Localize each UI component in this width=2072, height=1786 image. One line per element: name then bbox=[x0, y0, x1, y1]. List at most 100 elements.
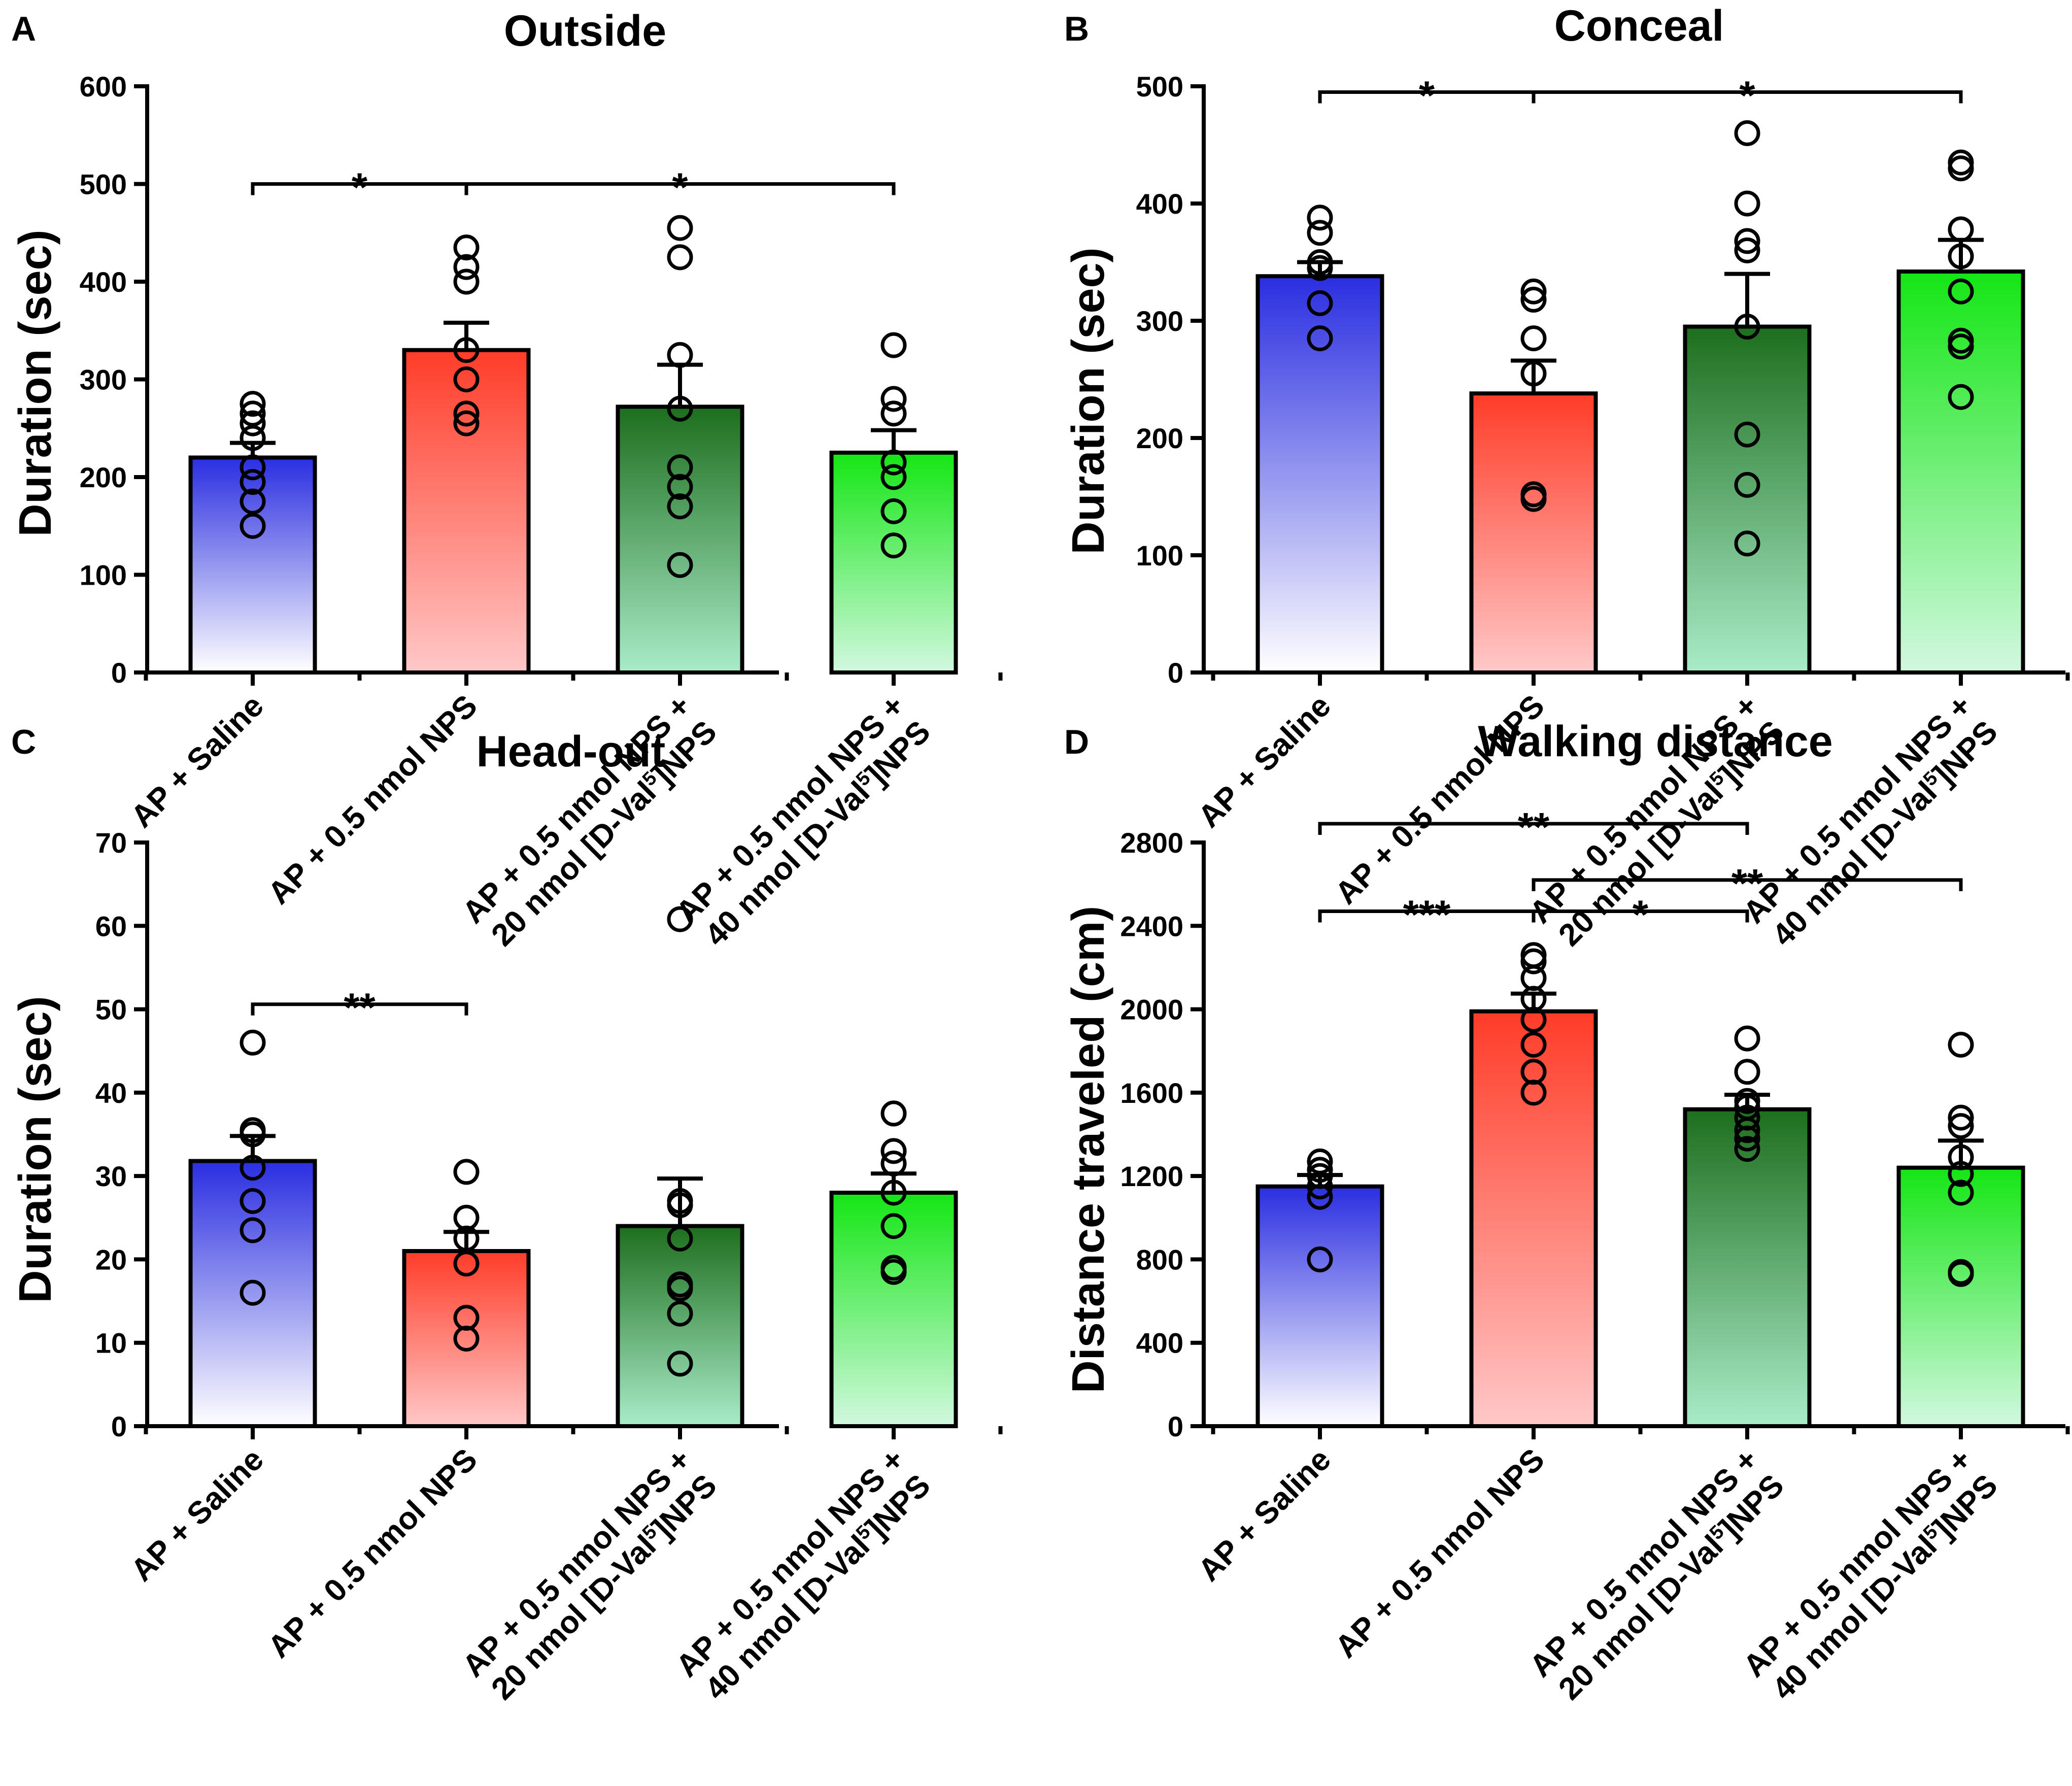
y-tick-label: 50 bbox=[95, 994, 127, 1026]
data-point bbox=[1520, 360, 1547, 387]
y-tick-label: 0 bbox=[1168, 1410, 1183, 1442]
panel-letter: B bbox=[1064, 10, 1089, 48]
data-point bbox=[240, 1188, 266, 1214]
data-point bbox=[1948, 1113, 1974, 1139]
data-point bbox=[667, 906, 693, 932]
data-point bbox=[1734, 190, 1760, 217]
bar-saline bbox=[188, 1159, 317, 1429]
data-point bbox=[880, 464, 907, 490]
panel-letter: A bbox=[11, 10, 36, 48]
data-point bbox=[1734, 1059, 1760, 1085]
data-point bbox=[1520, 1059, 1547, 1085]
y-tick-label: 1200 bbox=[1120, 1160, 1183, 1192]
data-point bbox=[667, 1188, 693, 1214]
panel-b: B Conceal Duration (sec) 0 100 200 300 400 50… bbox=[1063, 2, 2070, 953]
data-point bbox=[453, 1251, 480, 1277]
data-point bbox=[1307, 325, 1333, 352]
data-point bbox=[453, 1204, 480, 1231]
data-point bbox=[453, 366, 480, 392]
y-tick-label: 800 bbox=[1136, 1243, 1183, 1275]
data-point bbox=[667, 1225, 693, 1252]
bar-saline bbox=[1255, 274, 1384, 675]
data-point bbox=[453, 234, 480, 261]
data-point bbox=[1307, 249, 1333, 275]
y-tick-label: 300 bbox=[1136, 305, 1183, 337]
data-point bbox=[1948, 1259, 1974, 1285]
category-label: AP + Saline bbox=[124, 688, 270, 834]
data-point bbox=[240, 488, 266, 515]
data-point bbox=[880, 1255, 907, 1281]
data-point bbox=[1948, 1180, 1974, 1206]
data-point bbox=[453, 1159, 480, 1185]
data-point bbox=[1307, 1157, 1333, 1183]
significance-bracket bbox=[1532, 878, 1963, 891]
y-tick-label: 10 bbox=[95, 1327, 127, 1359]
y-tick-label: 40 bbox=[95, 1077, 127, 1109]
data-point bbox=[1734, 1088, 1760, 1114]
y-tick-label: 1600 bbox=[1120, 1077, 1183, 1109]
data-point bbox=[667, 1351, 693, 1377]
significance-bracket bbox=[464, 182, 896, 195]
data-point bbox=[1948, 278, 1974, 305]
data-point bbox=[880, 498, 907, 524]
data-point bbox=[453, 254, 480, 280]
bar-nps bbox=[402, 1249, 531, 1428]
bar-nps bbox=[1469, 391, 1598, 675]
y-tick-label: 100 bbox=[80, 559, 127, 591]
y-tick-label: 200 bbox=[1136, 422, 1183, 454]
chart-title: Walking distance bbox=[1478, 717, 1832, 766]
data-point bbox=[667, 454, 693, 481]
data-point bbox=[240, 1279, 266, 1306]
data-point bbox=[453, 337, 480, 363]
significance-label: *** bbox=[1403, 892, 1451, 937]
y-axis-label: Duration (sec) bbox=[10, 229, 61, 536]
data-point bbox=[240, 454, 266, 481]
panel-letter: D bbox=[1064, 723, 1089, 761]
bar-dval20 bbox=[1683, 324, 1812, 675]
panel-a: A Outside Duration (sec) 0 100 200 300 400 50… bbox=[10, 7, 1003, 953]
y-tick-label: 2400 bbox=[1120, 910, 1183, 942]
significance-label: ** bbox=[1518, 804, 1550, 850]
data-point bbox=[1734, 471, 1760, 498]
significance-bracket bbox=[1532, 90, 1963, 104]
data-point bbox=[667, 342, 693, 368]
bar-saline bbox=[1255, 1184, 1384, 1428]
significance-bracket bbox=[1532, 909, 1749, 923]
data-point bbox=[240, 391, 266, 417]
bar-dval20 bbox=[616, 405, 744, 675]
significance-label: * bbox=[352, 165, 368, 210]
data-point bbox=[240, 410, 266, 436]
data-point bbox=[1307, 220, 1333, 246]
data-point bbox=[1734, 228, 1760, 254]
y-tick-label: 0 bbox=[111, 657, 127, 689]
data-point bbox=[1520, 278, 1547, 305]
y-tick-label: 100 bbox=[1136, 540, 1183, 571]
data-point bbox=[880, 1213, 907, 1239]
significance-bracket bbox=[1318, 822, 1749, 835]
data-point bbox=[880, 1100, 907, 1127]
data-point bbox=[667, 1271, 693, 1298]
data-point bbox=[667, 215, 693, 241]
category-label: AP + Saline bbox=[1192, 1442, 1338, 1588]
y-tick-label: 0 bbox=[111, 1410, 127, 1442]
bar-nps bbox=[1469, 1009, 1598, 1428]
y-tick-label: 500 bbox=[1136, 71, 1183, 103]
bar-dval20 bbox=[1683, 1107, 1812, 1429]
data-point bbox=[880, 532, 907, 559]
y-tick-label: 500 bbox=[80, 169, 127, 200]
data-point bbox=[1948, 1144, 1974, 1170]
data-point bbox=[880, 1151, 907, 1176]
y-tick-label: 30 bbox=[95, 1160, 127, 1192]
y-axis-label: Distance traveled (cm) bbox=[1063, 906, 1114, 1393]
data-point bbox=[1948, 216, 1974, 243]
significance-bracket bbox=[251, 1002, 468, 1016]
data-point bbox=[1948, 1161, 1974, 1187]
data-point bbox=[1734, 1104, 1760, 1131]
significance-label: * bbox=[672, 165, 688, 210]
y-tick-label: 0 bbox=[1168, 657, 1183, 689]
data-point bbox=[1520, 1031, 1547, 1058]
data-point bbox=[1734, 237, 1760, 263]
data-point bbox=[1307, 290, 1333, 316]
data-point bbox=[453, 410, 480, 436]
